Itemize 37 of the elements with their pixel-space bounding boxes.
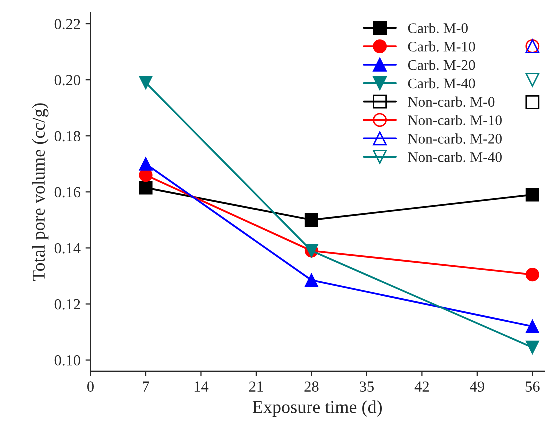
point xyxy=(526,340,540,354)
legend-label: Carb. M-10 xyxy=(408,42,476,52)
legend-label: Carb. M-0 xyxy=(408,23,468,34)
y-tick-label: 0.10 xyxy=(54,355,80,366)
point xyxy=(526,73,540,88)
y-tick-label: 0.22 xyxy=(54,19,80,30)
point xyxy=(526,96,540,110)
point xyxy=(139,76,153,90)
point xyxy=(526,268,540,282)
legend-label: Non-carb. M-20 xyxy=(408,134,502,144)
point xyxy=(304,274,318,288)
x-tick-label: 42 xyxy=(414,382,429,392)
x-tick-label: 0 xyxy=(88,382,94,392)
legend-label: Non-carb. M-10 xyxy=(408,115,502,126)
point xyxy=(304,213,318,227)
x-axis-title: Exposure time (d) xyxy=(252,400,382,417)
y-tick-label: 0.14 xyxy=(54,243,81,254)
legend-label: Non-carb. M-0 xyxy=(408,96,495,108)
x-tick-label: 35 xyxy=(360,382,374,392)
y-tick-label: 0.18 xyxy=(54,131,80,142)
legend-label: Carb. M-40 xyxy=(408,78,476,89)
point xyxy=(139,181,153,195)
y-axis-title: Total pore volume (cc/g) xyxy=(32,104,49,282)
x-tick-label: 56 xyxy=(526,382,540,392)
legend-label: Carb. M-20 xyxy=(408,60,476,70)
y-tick-label: 0.16 xyxy=(54,187,81,198)
point xyxy=(526,320,540,334)
x-tick-label: 49 xyxy=(470,382,484,392)
x-tick-label: 14 xyxy=(194,382,209,392)
y-tick-label: 0.12 xyxy=(54,299,80,310)
y-tick-label: 0.20 xyxy=(54,75,80,86)
x-tick-label: 7 xyxy=(143,382,150,392)
x-tick-label: 28 xyxy=(304,382,319,392)
point xyxy=(139,157,153,171)
legend-label: Non-carb. M-40 xyxy=(408,152,502,162)
x-tick-label: 21 xyxy=(250,382,264,392)
point xyxy=(526,188,540,202)
